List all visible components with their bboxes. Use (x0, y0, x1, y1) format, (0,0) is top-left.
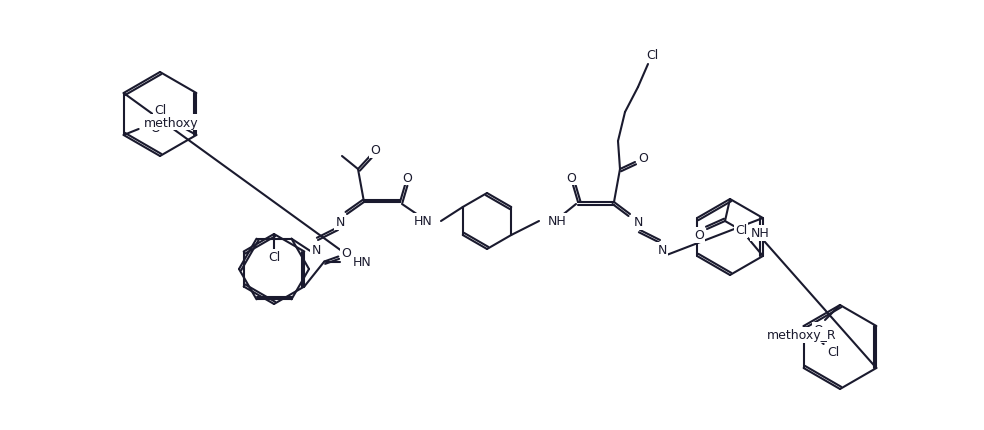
Text: O: O (638, 151, 647, 164)
Text: O: O (694, 229, 704, 242)
Text: N: N (336, 216, 344, 229)
Text: HN: HN (352, 255, 371, 268)
Text: N: N (311, 244, 321, 257)
Text: Cl: Cl (154, 103, 166, 116)
Text: Cl: Cl (828, 346, 839, 359)
Text: O: O (402, 171, 412, 184)
Text: Cl: Cl (646, 49, 658, 61)
Text: O: O (370, 144, 380, 157)
Text: methoxy: methoxy (145, 116, 199, 129)
Text: O: O (151, 121, 160, 134)
Text: NH: NH (751, 227, 769, 240)
Text: N: N (657, 244, 667, 257)
Text: Cl: Cl (268, 251, 280, 264)
Text: methoxy_R: methoxy_R (768, 329, 836, 342)
Text: O: O (813, 324, 823, 337)
Text: N: N (634, 216, 643, 229)
Text: HN: HN (413, 215, 432, 228)
Text: O: O (566, 171, 576, 184)
Text: O: O (341, 246, 351, 259)
Text: NH: NH (548, 215, 567, 228)
Text: Cl: Cl (735, 224, 747, 237)
